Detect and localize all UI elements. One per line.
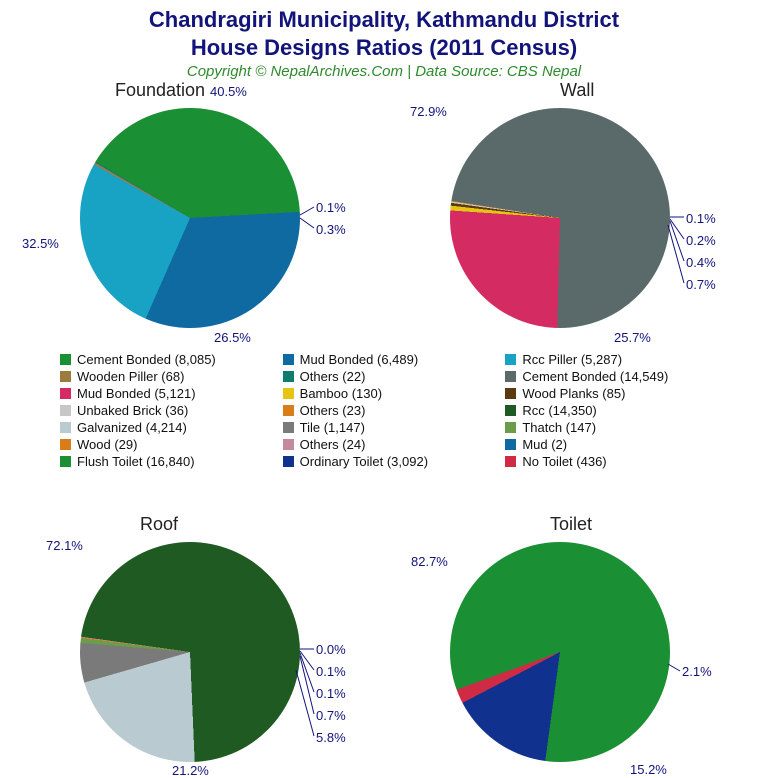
legend-text: No Toilet (436) xyxy=(522,454,606,469)
legend-text: Wood (29) xyxy=(77,437,137,452)
pct-label: 40.5% xyxy=(210,84,247,99)
pie-wall xyxy=(450,108,670,328)
legend-swatch xyxy=(60,422,71,433)
legend-swatch xyxy=(283,354,294,365)
legend-text: Rcc (14,350) xyxy=(522,403,596,418)
pct-label: 0.7% xyxy=(686,277,716,292)
pct-label: 21.2% xyxy=(172,763,209,778)
page-title-line1: Chandragiri Municipality, Kathmandu Dist… xyxy=(0,6,768,34)
legend-text: Mud Bonded (6,489) xyxy=(300,352,419,367)
pct-label: 0.1% xyxy=(316,686,346,701)
legend-swatch xyxy=(60,371,71,382)
pct-label: 0.4% xyxy=(686,255,716,270)
legend: Cement Bonded (8,085) Mud Bonded (6,489) R… xyxy=(60,352,720,469)
legend-swatch xyxy=(60,354,71,365)
pct-label: 0.2% xyxy=(686,233,716,248)
legend-text: Unbaked Brick (36) xyxy=(77,403,188,418)
legend-swatch xyxy=(505,354,516,365)
legend-text: Cement Bonded (8,085) xyxy=(77,352,216,367)
legend-item: Mud Bonded (5,121) xyxy=(60,386,275,401)
legend-item: Mud (2) xyxy=(505,437,720,452)
legend-text: Flush Toilet (16,840) xyxy=(77,454,195,469)
legend-text: Wood Planks (85) xyxy=(522,386,625,401)
legend-item: Wooden Piller (68) xyxy=(60,369,275,384)
legend-swatch xyxy=(283,456,294,467)
pct-label: 0.7% xyxy=(316,708,346,723)
legend-text: Bamboo (130) xyxy=(300,386,382,401)
legend-swatch xyxy=(60,405,71,416)
page-subtitle: Copyright © NepalArchives.Com | Data Sou… xyxy=(0,63,768,80)
legend-item: Cement Bonded (14,549) xyxy=(505,369,720,384)
pct-label: 32.5% xyxy=(22,236,59,251)
page-title-line2: House Designs Ratios (2011 Census) xyxy=(0,34,768,62)
legend-item: Others (23) xyxy=(283,403,498,418)
chart-title-roof: Roof xyxy=(140,514,178,535)
legend-text: Others (22) xyxy=(300,369,366,384)
legend-item: Rcc (14,350) xyxy=(505,403,720,418)
pct-label: 0.1% xyxy=(686,211,716,226)
legend-text: Cement Bonded (14,549) xyxy=(522,369,668,384)
legend-swatch xyxy=(283,388,294,399)
legend-item: Bamboo (130) xyxy=(283,386,498,401)
pct-label: 0.1% xyxy=(316,664,346,679)
legend-swatch xyxy=(283,439,294,450)
legend-text: Galvanized (4,214) xyxy=(77,420,187,435)
legend-swatch xyxy=(60,439,71,450)
legend-text: Rcc Piller (5,287) xyxy=(522,352,622,367)
chart-title-toilet: Toilet xyxy=(550,514,592,535)
legend-text: Ordinary Toilet (3,092) xyxy=(300,454,428,469)
legend-swatch xyxy=(505,439,516,450)
pct-label: 0.3% xyxy=(316,222,346,237)
legend-swatch xyxy=(283,371,294,382)
legend-item: Tile (1,147) xyxy=(283,420,498,435)
legend-item: Mud Bonded (6,489) xyxy=(283,352,498,367)
legend-text: Tile (1,147) xyxy=(300,420,365,435)
legend-item: Others (22) xyxy=(283,369,498,384)
pct-label: 26.5% xyxy=(214,330,251,345)
legend-text: Wooden Piller (68) xyxy=(77,369,184,384)
legend-item: Others (24) xyxy=(283,437,498,452)
pct-label: 0.0% xyxy=(316,642,346,657)
legend-swatch xyxy=(505,388,516,399)
legend-swatch xyxy=(505,456,516,467)
legend-text: Thatch (147) xyxy=(522,420,596,435)
legend-item: Cement Bonded (8,085) xyxy=(60,352,275,367)
legend-text: Mud Bonded (5,121) xyxy=(77,386,196,401)
chart-title-foundation: Foundation xyxy=(115,80,205,101)
pct-label: 72.1% xyxy=(46,538,83,553)
pct-label: 0.1% xyxy=(316,200,346,215)
pie-roof xyxy=(80,542,300,762)
legend-text: Others (24) xyxy=(300,437,366,452)
legend-swatch xyxy=(283,422,294,433)
legend-item: Flush Toilet (16,840) xyxy=(60,454,275,469)
pct-label: 5.8% xyxy=(316,730,346,745)
legend-swatch xyxy=(60,456,71,467)
legend-item: Rcc Piller (5,287) xyxy=(505,352,720,367)
chart-title-wall: Wall xyxy=(560,80,594,101)
pie-foundation xyxy=(80,108,300,328)
pct-label: 25.7% xyxy=(614,330,651,345)
legend-item: Wood (29) xyxy=(60,437,275,452)
pct-label: 82.7% xyxy=(411,554,448,569)
legend-text: Mud (2) xyxy=(522,437,567,452)
legend-text: Others (23) xyxy=(300,403,366,418)
legend-item: Galvanized (4,214) xyxy=(60,420,275,435)
pct-label: 72.9% xyxy=(410,104,447,119)
title-block: Chandragiri Municipality, Kathmandu Dist… xyxy=(0,0,768,80)
legend-swatch xyxy=(283,405,294,416)
pct-label: 2.1% xyxy=(682,664,712,679)
legend-item: Ordinary Toilet (3,092) xyxy=(283,454,498,469)
legend-item: Wood Planks (85) xyxy=(505,386,720,401)
legend-item: No Toilet (436) xyxy=(505,454,720,469)
pct-label: 15.2% xyxy=(630,762,667,777)
legend-item: Thatch (147) xyxy=(505,420,720,435)
legend-swatch xyxy=(505,422,516,433)
legend-swatch xyxy=(60,388,71,399)
legend-swatch xyxy=(505,371,516,382)
legend-item: Unbaked Brick (36) xyxy=(60,403,275,418)
pie-toilet xyxy=(450,542,670,762)
legend-swatch xyxy=(505,405,516,416)
